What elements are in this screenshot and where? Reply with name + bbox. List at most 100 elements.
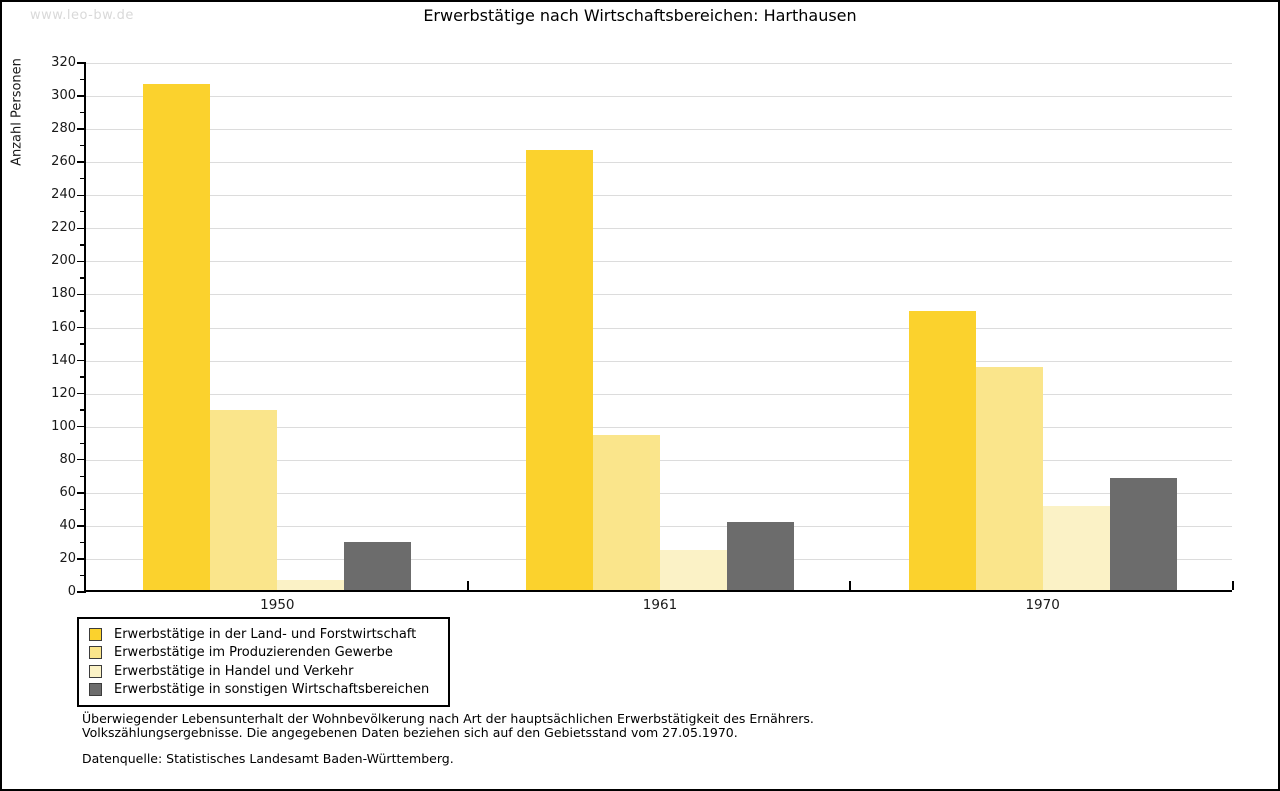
y-axis-tick <box>77 525 86 527</box>
y-axis-tick <box>77 128 86 130</box>
y-axis-minor-tick <box>80 442 86 444</box>
y-axis-tick <box>77 95 86 97</box>
y-axis-tick-label: 0 <box>67 584 76 599</box>
y-axis-minor-tick <box>80 508 86 511</box>
gridline <box>86 228 1232 230</box>
gridline <box>86 96 1232 98</box>
legend-row: Erwerbstätige in sonstigen Wirtschaftsbe… <box>89 681 432 700</box>
bar-1961-series-3 <box>660 550 727 590</box>
y-axis-tick <box>77 425 86 428</box>
legend-swatch-land-forstwirtschaft <box>89 627 102 641</box>
gridline <box>86 393 1232 395</box>
bar-1970-series-2 <box>975 366 1043 590</box>
bar-1970-series-3 <box>1042 505 1110 590</box>
watermark: www.leo-bw.de <box>30 8 134 23</box>
y-axis-title: Anzahl Personen <box>9 58 25 166</box>
chart-title: Erwerbstätige nach Wirtschaftsbereichen:… <box>423 6 857 25</box>
legend-box: Erwerbstätige in der Land- und Forstwirt… <box>77 617 450 707</box>
legend-label: Erwerbstätige in Handel und Verkehr <box>114 663 354 679</box>
y-axis-tick-label: 100 <box>51 418 76 434</box>
y-axis-tick-label: 240 <box>51 187 76 203</box>
x-axis-tick <box>849 581 852 590</box>
bar-1970-series-4 <box>1109 477 1177 590</box>
bar-1961-series-2 <box>593 434 660 590</box>
legend-label: Erwerbstätige im Produzierenden Gewerbe <box>114 645 393 661</box>
y-axis-tick <box>77 293 86 296</box>
legend-swatch-produzierendes-gewerbe <box>89 646 102 660</box>
x-axis-category-label: 1970 <box>1025 597 1060 613</box>
gridline <box>86 294 1232 296</box>
y-axis-tick <box>77 260 86 263</box>
y-axis-tick-label: 60 <box>59 484 76 500</box>
y-axis-tick-label: 80 <box>59 451 76 467</box>
gridline <box>86 261 1232 263</box>
y-axis-tick <box>77 326 86 329</box>
bar-1961-series-4 <box>727 522 794 590</box>
gridline <box>86 327 1232 329</box>
y-axis-tick <box>77 492 86 494</box>
y-axis-tick-label: 140 <box>51 352 76 368</box>
legend-row: Erwerbstätige im Produzierenden Gewerbe <box>89 644 432 663</box>
bar-1961-series-1 <box>526 150 593 590</box>
y-axis-tick <box>77 194 86 196</box>
y-axis-tick-label: 180 <box>51 286 76 302</box>
y-axis-tick-label: 300 <box>51 88 76 104</box>
y-axis-minor-tick <box>80 144 86 147</box>
bar-1950-series-4 <box>344 542 412 590</box>
y-axis-tick-label: 20 <box>59 550 76 566</box>
y-axis-minor-tick <box>80 178 86 180</box>
gridline <box>86 63 1232 64</box>
y-axis-minor-tick <box>80 343 86 345</box>
legend-label: Erwerbstätige in sonstigen Wirtschaftsbe… <box>114 682 430 698</box>
y-axis-minor-tick <box>80 310 86 312</box>
y-axis-tick <box>77 161 86 163</box>
legend-row: Erwerbstätige in der Land- und Forstwirt… <box>89 625 432 644</box>
bar-1950-series-2 <box>210 409 278 590</box>
gridline <box>86 162 1232 164</box>
y-axis-tick <box>77 591 86 593</box>
x-axis-category-label: 1961 <box>642 597 678 613</box>
y-axis-minor-tick <box>80 111 86 114</box>
y-axis-tick-label: 120 <box>51 385 76 401</box>
y-axis-minor-tick <box>80 475 86 477</box>
x-axis-tick <box>466 581 469 590</box>
y-axis-tick <box>77 392 86 395</box>
y-axis-tick-label: 220 <box>51 220 76 236</box>
y-axis-tick-label: 200 <box>51 253 76 269</box>
y-axis-tick-label: 40 <box>59 517 76 533</box>
y-axis-tick <box>77 62 86 64</box>
gridline <box>86 195 1232 197</box>
footnote-line-2: Volkszählungsergebnisse. Die angegebenen… <box>82 724 738 740</box>
bar-1950-series-1 <box>143 84 211 590</box>
y-axis-tick <box>77 227 86 229</box>
y-axis-minor-tick <box>80 409 86 411</box>
y-axis-minor-tick <box>80 244 86 246</box>
bar-1970-series-1 <box>908 310 976 590</box>
gridline <box>86 360 1232 362</box>
legend-label: Erwerbstätige in der Land- und Forstwirt… <box>114 626 417 642</box>
footnote-line-1: Überwiegender Lebensunterhalt der Wohnbe… <box>82 711 814 726</box>
y-axis-minor-tick <box>80 277 86 279</box>
y-axis-minor-tick <box>80 541 86 544</box>
gridline <box>86 129 1232 131</box>
y-axis-tick-label: 260 <box>51 154 76 170</box>
legend-row: Erwerbstätige in Handel und Verkehr <box>89 662 432 681</box>
y-axis-tick <box>77 459 86 461</box>
y-axis-minor-tick <box>80 78 86 81</box>
legend-swatch-sonstige-wirtschaftsbereiche <box>89 683 102 697</box>
footnote: Überwiegender Lebensunterhalt der Wohnbe… <box>82 712 814 740</box>
plot-area: 0 20 40 60 80 100 120 140 160 180 200 220 240 260 280 3… <box>51 55 1234 613</box>
y-axis-minor-tick <box>80 376 86 378</box>
y-axis-minor-tick <box>80 574 86 577</box>
gridline <box>86 426 1232 428</box>
bar-1950-series-3 <box>277 580 345 590</box>
y-axis-tick <box>77 558 86 560</box>
y-axis-tick-label: 320 <box>51 55 76 70</box>
y-axis-tick <box>77 359 86 362</box>
legend-swatch-handel-verkehr <box>89 664 102 678</box>
x-axis-tick <box>1232 581 1234 590</box>
data-source: Datenquelle: Statistisches Landesamt Bad… <box>82 751 454 766</box>
y-axis-minor-tick <box>80 211 86 213</box>
y-axis-tick-label: 280 <box>51 121 76 137</box>
